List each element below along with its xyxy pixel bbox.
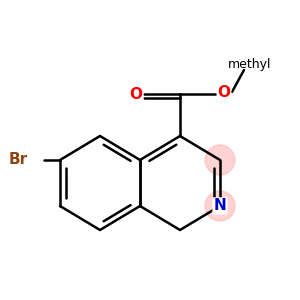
Text: methyl: methyl bbox=[228, 58, 272, 70]
Circle shape bbox=[205, 191, 235, 221]
Circle shape bbox=[205, 145, 235, 175]
Text: O: O bbox=[218, 85, 230, 100]
Text: Br: Br bbox=[8, 152, 28, 167]
Text: O: O bbox=[130, 86, 142, 101]
Text: N: N bbox=[214, 199, 226, 214]
